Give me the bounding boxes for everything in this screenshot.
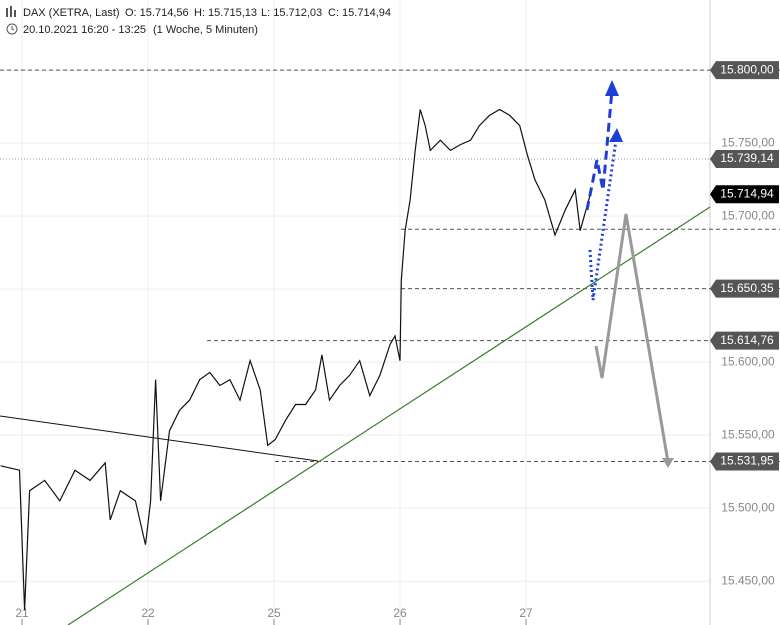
ohlc: H: 15.715,13 xyxy=(194,7,257,19)
header: DAX (XETRA, Last) O: 15.714,56 H: 15.715… xyxy=(6,6,391,36)
subtitle: 20.10.2021 16:20 - 13:25 xyxy=(23,24,146,36)
title: DAX (XETRA, Last) xyxy=(23,7,120,19)
y-tick-label: 15.550,00 xyxy=(721,427,775,441)
level-label-bg xyxy=(710,331,779,350)
icon xyxy=(14,10,16,17)
level-label: 15.739,14 xyxy=(720,151,774,165)
y-tick-label: 15.750,00 xyxy=(721,135,775,149)
level-label: 15.614,76 xyxy=(720,333,774,347)
icon xyxy=(6,23,18,35)
arrow xyxy=(585,89,614,211)
level-label-bg xyxy=(710,149,779,168)
period: (1 Woche, 5 Minuten) xyxy=(153,24,258,36)
icon xyxy=(11,26,15,31)
series xyxy=(0,108,591,611)
arrow xyxy=(588,139,618,301)
arrow-head xyxy=(662,458,674,468)
trend-line xyxy=(0,415,319,462)
ohlc: L: 15.712,03 xyxy=(261,7,322,19)
levels: 15.800,00 15.739,14 15.714,94 15.650,35 15.6… xyxy=(0,61,780,471)
icon xyxy=(10,6,12,17)
x-tick-label: 27 xyxy=(519,606,533,620)
x-tick-label: 26 xyxy=(393,606,407,620)
level-label-bg xyxy=(710,279,779,298)
x-tick-label: 22 xyxy=(141,606,155,620)
y-tick-label: 15.450,00 xyxy=(721,573,775,587)
ohlc: O: 15.714,56 xyxy=(125,7,189,19)
trend-line xyxy=(67,206,711,625)
y-tick-label: 15.500,00 xyxy=(721,500,775,514)
level-label-bg xyxy=(710,61,779,80)
level-label: 15.650,35 xyxy=(720,281,774,295)
level-label: 15.531,95 xyxy=(720,454,774,468)
level-label-bg xyxy=(710,185,779,204)
price-line xyxy=(0,108,591,611)
level-label: 15.714,94 xyxy=(720,186,774,200)
arrow-head xyxy=(605,80,619,96)
arrow xyxy=(594,213,670,463)
y-tick-label: 15.600,00 xyxy=(721,354,775,368)
level-label-bg xyxy=(710,452,779,471)
icon xyxy=(6,8,8,17)
arrow-head xyxy=(609,128,623,142)
y-tick-label: 15.700,00 xyxy=(721,208,775,222)
x-tick-label: 21 xyxy=(15,606,29,620)
x-tick-label: 25 xyxy=(267,606,281,620)
ohlc: C: 15.714,94 xyxy=(328,7,391,19)
level-label: 15.800,00 xyxy=(720,62,774,76)
